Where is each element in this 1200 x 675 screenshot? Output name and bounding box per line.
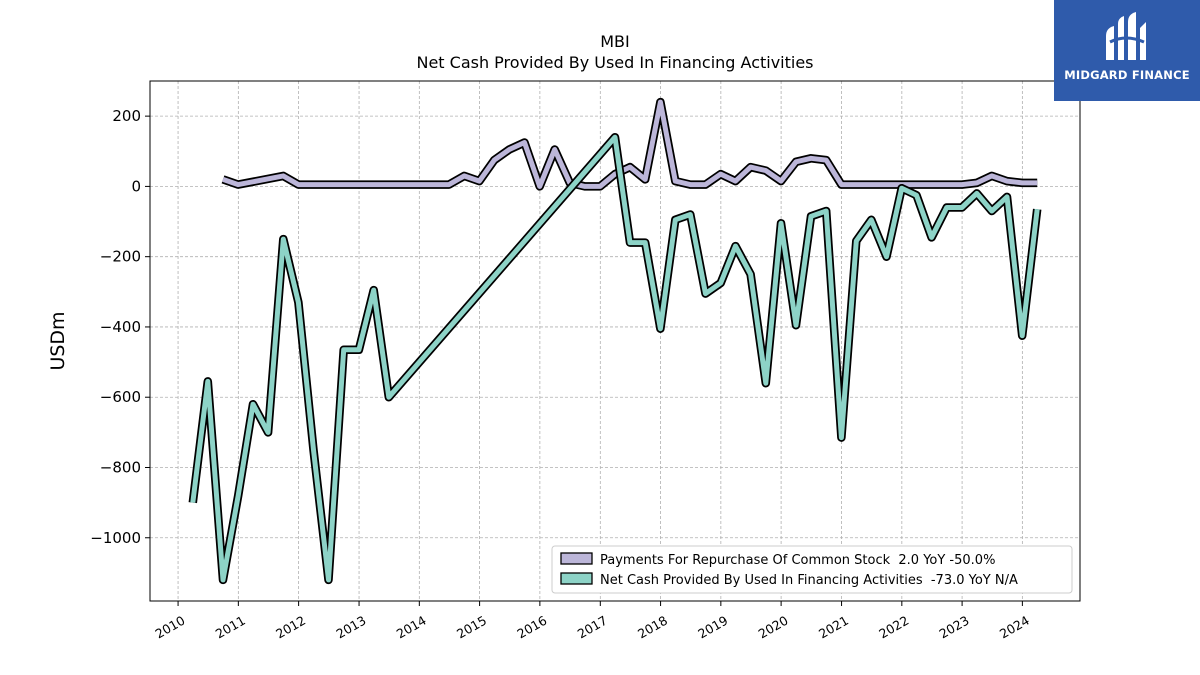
chart-subtitle: Net Cash Provided By Used In Financing A… [416, 53, 813, 72]
brand-name: MIDGARD FINANCE [1064, 68, 1190, 82]
series-layer [188, 97, 1042, 585]
y-tick-label: −200 [100, 248, 141, 266]
y-tick-label: 0 [131, 177, 141, 195]
y-tick-label: 200 [112, 107, 141, 125]
x-tick-label: 2021 [816, 613, 851, 642]
x-tick-label: 2020 [756, 613, 791, 642]
x-tick-label: 2019 [695, 613, 730, 642]
midgard-logo-icon [1106, 12, 1146, 60]
x-tick-label: 2013 [334, 613, 369, 642]
legend-label: Payments For Repurchase Of Common Stock … [600, 553, 995, 568]
y-tick-label: −600 [100, 388, 141, 406]
x-tick-label: 2024 [997, 613, 1032, 642]
x-tick-label: 2012 [273, 613, 308, 642]
x-tick-label: 2014 [394, 613, 429, 642]
y-axis-label: USDm [47, 311, 69, 370]
y-tick-label: −400 [100, 318, 141, 336]
brand-logo: MIDGARD FINANCE [1054, 0, 1200, 101]
legend-swatch [560, 552, 593, 565]
chart-title: MBI [600, 32, 630, 51]
x-tick-label: 2022 [876, 613, 911, 642]
x-axis: 2010 2011 2012 2013 2014 2015 2016 2017 2018 2019… [153, 601, 1032, 642]
series-line [222, 99, 1038, 189]
y-axis: 200 0 −200 −400 −600 −800 −1000 [90, 107, 150, 547]
y-tick-label: −1000 [90, 529, 141, 547]
x-tick-label: 2010 [153, 613, 188, 642]
plot-frame [149, 80, 1081, 602]
legend-swatch [560, 572, 593, 585]
y-tick-label: −800 [100, 458, 141, 476]
x-tick-label: 2018 [635, 613, 670, 642]
legend-label: Net Cash Provided By Used In Financing A… [600, 573, 1018, 588]
x-tick-label: 2011 [213, 613, 248, 642]
legend: Payments For Repurchase Of Common Stock … [551, 545, 1073, 594]
x-tick-label: 2015 [454, 613, 489, 642]
x-tick-label: 2023 [937, 613, 972, 642]
x-tick-label: 2017 [575, 613, 610, 642]
series-outline [221, 97, 1038, 191]
legend-box [551, 545, 1073, 594]
x-tick-label: 2016 [514, 613, 549, 642]
series-line [190, 134, 1040, 583]
